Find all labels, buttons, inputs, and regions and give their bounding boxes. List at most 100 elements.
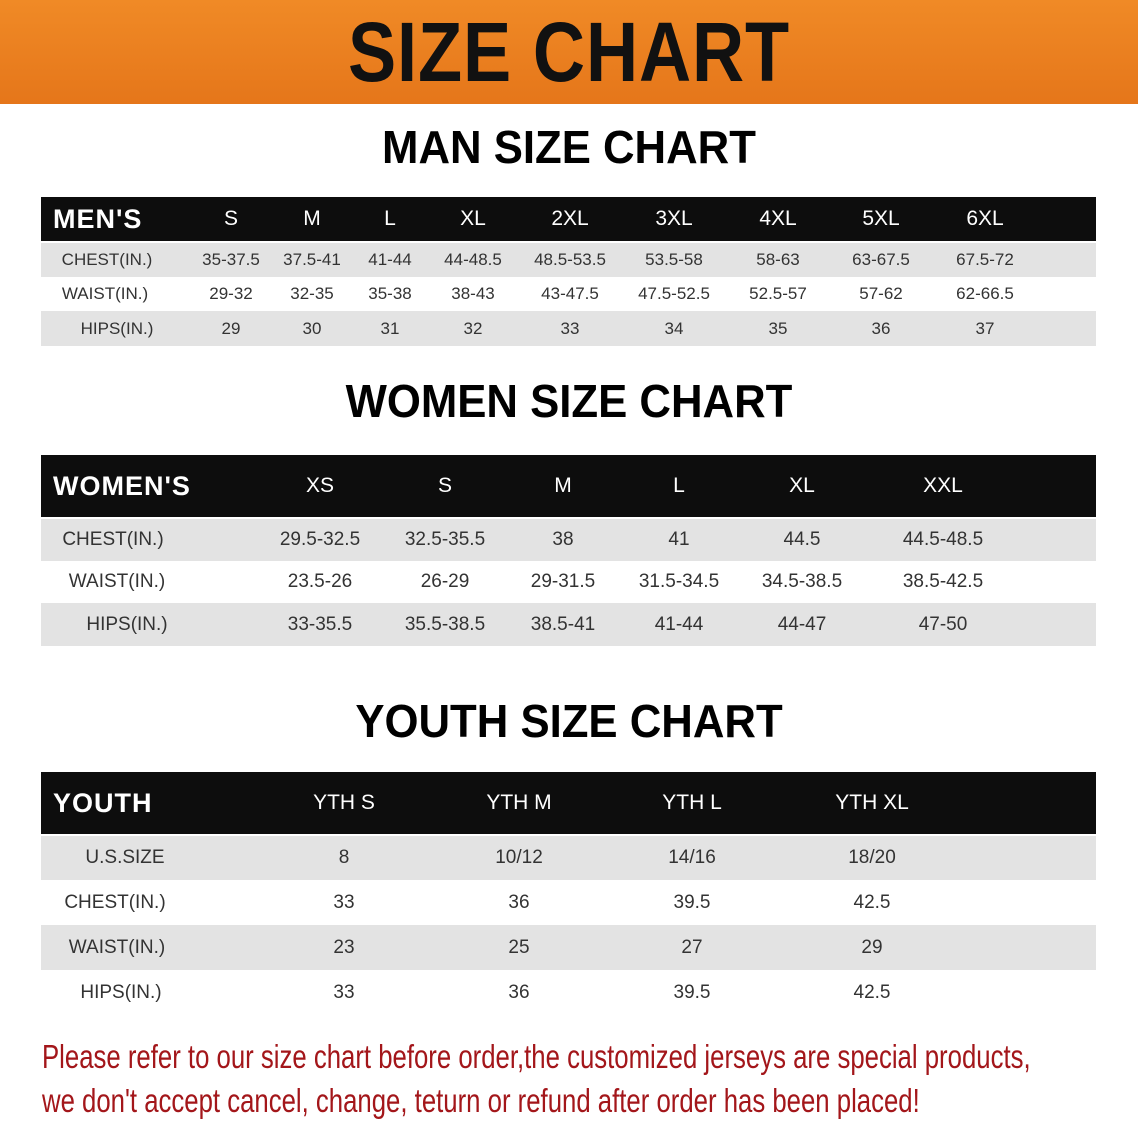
table-cell: 39.5: [673, 982, 711, 1003]
row-label: HIPS(IN.): [80, 982, 162, 1003]
table-cell: 29: [221, 318, 241, 338]
table-cell: 44.5-48.5: [902, 529, 984, 550]
table-cell: 35: [768, 318, 788, 338]
table-cell: 29.5-32.5: [279, 529, 361, 550]
table-cell: 47-50: [918, 613, 968, 635]
row-label: U.S.SIZE: [85, 847, 165, 868]
table-header-row: YOUTH YTH S YTH M YTH L YTH XL: [41, 772, 1096, 834]
youth-section-title: YOUTH SIZE CHART: [355, 695, 783, 747]
header-size: L: [384, 207, 396, 230]
table-cell: 35-37.5: [202, 250, 260, 269]
row-label: CHEST(IN.): [61, 250, 153, 269]
table-cell: 57-62: [859, 284, 903, 303]
table-cell: 44-47: [777, 613, 827, 635]
table-cell: 36: [508, 891, 530, 913]
header-size: XL: [789, 474, 815, 497]
table-cell: 53.5-58: [645, 250, 703, 269]
table-cell: 31: [380, 318, 400, 338]
header-size: YTH M: [486, 791, 552, 814]
header-size: 4XL: [759, 207, 797, 230]
table-cell: 37.5-41: [283, 250, 341, 269]
table-cell: 36: [871, 318, 891, 338]
header-size: S: [223, 207, 239, 230]
header-label: YOUTH: [53, 787, 153, 818]
table-cell: 31.5-34.5: [638, 571, 720, 592]
table-cell: 38: [552, 529, 574, 550]
table-cell: 35.5-38.5: [404, 613, 486, 635]
table-cell: 33-35.5: [287, 613, 353, 635]
header-size: YTH S: [313, 791, 375, 814]
table-cell: 39.5: [673, 891, 711, 913]
row-label: HIPS(IN.): [80, 318, 154, 338]
table-cell: 42.5: [853, 891, 891, 913]
table-cell: 25: [508, 936, 530, 958]
table-cell: 30: [302, 318, 322, 338]
header-size: 3XL: [655, 207, 693, 230]
table-cell: 32.5-35.5: [404, 529, 486, 550]
table-cell: 23.5-26: [287, 571, 353, 592]
table-cell: 41-44: [654, 613, 704, 635]
table-cell: 41: [668, 529, 690, 550]
table-cell: 48.5-53.5: [534, 250, 606, 269]
table-cell: 37: [975, 318, 995, 338]
table-cell: 52.5-57: [749, 284, 807, 303]
table-cell: 44.5: [783, 529, 821, 550]
table-row: WAIST(IN.) 23 25 27 29: [41, 925, 1096, 970]
policy-note-line-1: Please refer to our size chart before or…: [42, 1038, 1031, 1075]
row-label: CHEST(IN.): [62, 529, 164, 550]
table-cell: 34: [664, 318, 684, 338]
table-cell: 63-67.5: [852, 250, 910, 269]
header-size: 6XL: [966, 207, 1004, 230]
table-cell: 33: [333, 891, 355, 913]
table-cell: 29-31.5: [530, 571, 596, 592]
header-size: M: [303, 207, 321, 230]
header-size: YTH L: [662, 791, 722, 814]
header-size: YTH XL: [835, 791, 909, 814]
table-row: WAIST(IN.) 29-32 32-35 35-38 38-43 43-47.5 47.…: [41, 277, 1096, 311]
table-cell: 32-35: [290, 284, 334, 303]
women-section-title: WOMEN SIZE CHART: [345, 375, 793, 427]
table-cell: 8: [338, 847, 350, 868]
table-cell: 33: [560, 318, 580, 338]
table-cell: 42.5: [853, 982, 891, 1003]
table-cell: 35-38: [368, 284, 412, 303]
table-cell: 58-63: [756, 250, 800, 269]
header-size: S: [437, 474, 453, 497]
header-size: XXL: [923, 474, 963, 497]
header-size: 2XL: [551, 207, 589, 230]
header-label: MEN'S: [53, 203, 143, 234]
table-row: CHEST(IN.) 33 36 39.5 42.5: [41, 880, 1096, 925]
table-cell: 23: [333, 936, 355, 958]
table-cell: 18/20: [848, 847, 896, 868]
table-row: HIPS(IN.) 29 30 31 32 33 34 35 36 37: [41, 311, 1096, 346]
table-cell: 29: [861, 936, 883, 958]
table-row: CHEST(IN.) 29.5-32.5 32.5-35.5 38 41 44.5 44.5…: [41, 519, 1096, 561]
table-cell: 47.5-52.5: [638, 284, 710, 303]
table-cell: 43-47.5: [541, 284, 599, 303]
header-size: XS: [305, 474, 335, 497]
table-cell: 38-43: [451, 284, 495, 303]
table-row: HIPS(IN.) 33 36 39.5 42.5: [41, 970, 1096, 1016]
table-cell: 62-66.5: [956, 284, 1014, 303]
row-label: WAIST(IN.): [68, 571, 166, 592]
header-label: WOMEN'S: [53, 470, 191, 501]
row-label: CHEST(IN.): [64, 891, 166, 913]
table-cell: 36: [508, 982, 530, 1003]
table-header-row: MEN'S S M L XL 2XL 3XL 4XL 5XL 6XL: [41, 197, 1096, 241]
header-size: M: [554, 474, 572, 497]
row-label: WAIST(IN.): [61, 284, 149, 303]
table-cell: 10/12: [495, 847, 543, 868]
table-header-row: WOMEN'S XS S M L XL XXL: [41, 455, 1096, 517]
table-cell: 27: [681, 936, 703, 958]
table-cell: 14/16: [668, 847, 716, 868]
header-size: 5XL: [862, 207, 900, 230]
table-cell: 38.5-42.5: [902, 571, 984, 592]
banner-title: SIZE CHART: [347, 5, 791, 99]
table-cell: 41-44: [368, 250, 412, 269]
table-row: U.S.SIZE 8 10/12 14/16 18/20: [41, 836, 1096, 880]
men-section-title: MAN SIZE CHART: [382, 121, 756, 173]
row-label: WAIST(IN.): [68, 936, 166, 958]
table-cell: 34.5-38.5: [761, 571, 843, 592]
table-row: CHEST(IN.) 35-37.5 37.5-41 41-44 44-48.5 48.5…: [41, 243, 1096, 277]
table-cell: 26-29: [420, 571, 470, 592]
